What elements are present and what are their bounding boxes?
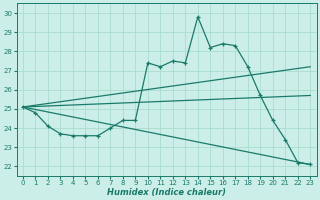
X-axis label: Humidex (Indice chaleur): Humidex (Indice chaleur): [107, 188, 226, 197]
